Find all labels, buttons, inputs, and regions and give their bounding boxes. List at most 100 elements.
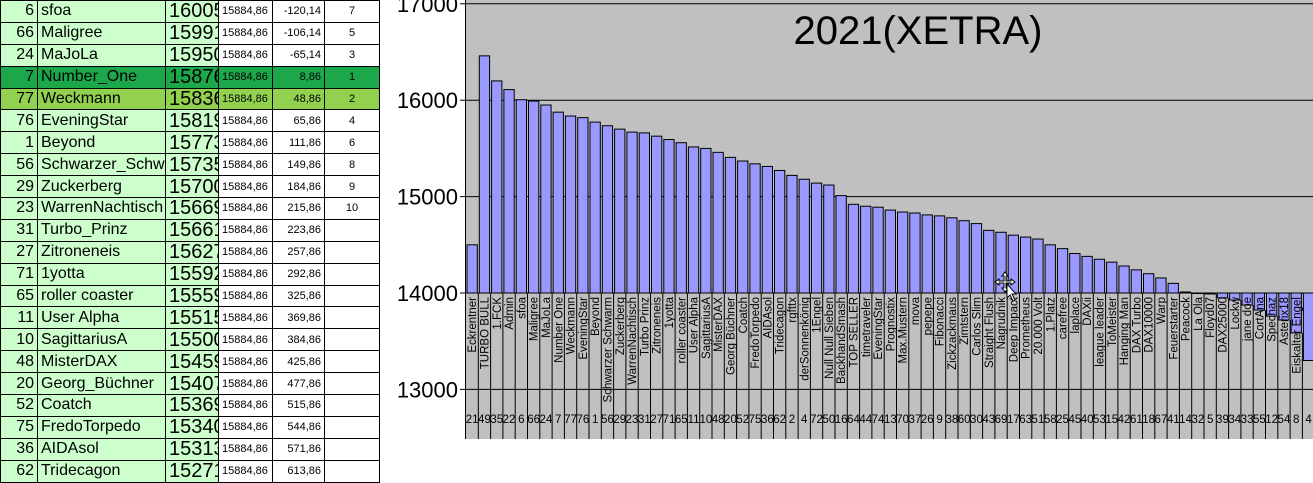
- row-index-cell[interactable]: 65: [1, 285, 38, 307]
- row-index-cell[interactable]: 36: [1, 438, 38, 460]
- forecast-value-cell[interactable]: 15407: [166, 373, 219, 395]
- reference-value-cell[interactable]: 15884,86: [219, 416, 273, 438]
- reference-value-cell[interactable]: 15884,86: [219, 44, 273, 66]
- row-index-cell[interactable]: 1: [1, 132, 38, 154]
- difference-cell[interactable]: 8,86: [273, 66, 325, 88]
- player-name-cell[interactable]: Maligree: [38, 22, 166, 44]
- player-name-cell[interactable]: roller coaster: [38, 285, 166, 307]
- rank-cell[interactable]: 10: [325, 198, 380, 220]
- rank-cell[interactable]: 3: [325, 44, 380, 66]
- row-index-cell[interactable]: 71: [1, 263, 38, 285]
- reference-value-cell[interactable]: 15884,86: [219, 307, 273, 329]
- reference-value-cell[interactable]: 15884,86: [219, 154, 273, 176]
- player-name-cell[interactable]: Number_One: [38, 66, 166, 88]
- difference-cell[interactable]: 384,86: [273, 329, 325, 351]
- player-name-cell[interactable]: MisterDAX: [38, 351, 166, 373]
- forecast-value-cell[interactable]: 15500: [166, 329, 219, 351]
- player-name-cell[interactable]: Tridecagon: [38, 460, 166, 482]
- forecast-value-cell[interactable]: 15592: [166, 263, 219, 285]
- forecast-value-cell[interactable]: 15340: [166, 416, 219, 438]
- forecast-value-cell[interactable]: 15669: [166, 198, 219, 220]
- player-name-cell[interactable]: sfoa: [38, 1, 166, 23]
- reference-value-cell[interactable]: 15884,86: [219, 263, 273, 285]
- rank-cell[interactable]: [325, 460, 380, 482]
- reference-value-cell[interactable]: 15884,86: [219, 22, 273, 44]
- reference-value-cell[interactable]: 15884,86: [219, 373, 273, 395]
- rank-cell[interactable]: 1: [325, 66, 380, 88]
- reference-value-cell[interactable]: 15884,86: [219, 241, 273, 263]
- difference-cell[interactable]: 425,86: [273, 351, 325, 373]
- row-index-cell[interactable]: 29: [1, 176, 38, 198]
- difference-cell[interactable]: -65,14: [273, 44, 325, 66]
- forecast-value-cell[interactable]: 15700: [166, 176, 219, 198]
- difference-cell[interactable]: 515,86: [273, 395, 325, 417]
- row-index-cell[interactable]: 76: [1, 110, 38, 132]
- forecast-value-cell[interactable]: 15559: [166, 285, 219, 307]
- difference-cell[interactable]: -120,14: [273, 1, 325, 23]
- difference-cell[interactable]: 544,86: [273, 416, 325, 438]
- rank-cell[interactable]: [325, 395, 380, 417]
- rank-cell[interactable]: 9: [325, 176, 380, 198]
- difference-cell[interactable]: 477,86: [273, 373, 325, 395]
- reference-value-cell[interactable]: 15884,86: [219, 88, 273, 110]
- player-name-cell[interactable]: Coatch: [38, 395, 166, 417]
- reference-value-cell[interactable]: 15884,86: [219, 132, 273, 154]
- rank-cell[interactable]: [325, 373, 380, 395]
- reference-value-cell[interactable]: 15884,86: [219, 1, 273, 23]
- row-index-cell[interactable]: 77: [1, 88, 38, 110]
- forecast-value-cell[interactable]: 15313: [166, 438, 219, 460]
- player-name-cell[interactable]: FredoTorpedo: [38, 416, 166, 438]
- difference-cell[interactable]: 149,86: [273, 154, 325, 176]
- difference-cell[interactable]: 257,86: [273, 241, 325, 263]
- rank-cell[interactable]: 4: [325, 110, 380, 132]
- difference-cell[interactable]: 215,86: [273, 198, 325, 220]
- row-index-cell[interactable]: 52: [1, 395, 38, 417]
- difference-cell[interactable]: 223,86: [273, 219, 325, 241]
- difference-cell[interactable]: 369,86: [273, 307, 325, 329]
- difference-cell[interactable]: 184,86: [273, 176, 325, 198]
- forecast-value-cell[interactable]: 15459: [166, 351, 219, 373]
- row-index-cell[interactable]: 20: [1, 373, 38, 395]
- forecast-value-cell[interactable]: 15735: [166, 154, 219, 176]
- reference-value-cell[interactable]: 15884,86: [219, 285, 273, 307]
- rank-cell[interactable]: 7: [325, 1, 380, 23]
- rank-cell[interactable]: [325, 351, 380, 373]
- player-name-cell[interactable]: Georg_Büchner: [38, 373, 166, 395]
- rank-cell[interactable]: 8: [325, 154, 380, 176]
- rank-cell[interactable]: 6: [325, 132, 380, 154]
- player-name-cell[interactable]: MaJoLa: [38, 44, 166, 66]
- forecast-value-cell[interactable]: 15876: [166, 66, 219, 88]
- rank-cell[interactable]: [325, 263, 380, 285]
- forecast-value-cell[interactable]: 15836: [166, 88, 219, 110]
- player-name-cell[interactable]: Zitroneneis: [38, 241, 166, 263]
- row-index-cell[interactable]: 6: [1, 1, 38, 23]
- player-name-cell[interactable]: 1yotta: [38, 263, 166, 285]
- forecast-value-cell[interactable]: 16005: [166, 1, 219, 23]
- rank-cell[interactable]: [325, 438, 380, 460]
- rank-cell[interactable]: 2: [325, 88, 380, 110]
- row-index-cell[interactable]: 75: [1, 416, 38, 438]
- forecast-value-cell[interactable]: 15950: [166, 44, 219, 66]
- player-name-cell[interactable]: Turbo_Prinz: [38, 219, 166, 241]
- rank-cell[interactable]: [325, 329, 380, 351]
- difference-cell[interactable]: -106,14: [273, 22, 325, 44]
- reference-value-cell[interactable]: 15884,86: [219, 66, 273, 88]
- player-name-cell[interactable]: AIDAsol: [38, 438, 166, 460]
- reference-value-cell[interactable]: 15884,86: [219, 329, 273, 351]
- row-index-cell[interactable]: 66: [1, 22, 38, 44]
- rank-cell[interactable]: [325, 285, 380, 307]
- rank-cell[interactable]: [325, 416, 380, 438]
- forecast-value-cell[interactable]: 15515: [166, 307, 219, 329]
- player-name-cell[interactable]: Weckmann: [38, 88, 166, 110]
- row-index-cell[interactable]: 24: [1, 44, 38, 66]
- difference-cell[interactable]: 571,86: [273, 438, 325, 460]
- difference-cell[interactable]: 292,86: [273, 263, 325, 285]
- difference-cell[interactable]: 613,86: [273, 460, 325, 482]
- reference-value-cell[interactable]: 15884,86: [219, 198, 273, 220]
- forecast-value-cell[interactable]: 15369: [166, 395, 219, 417]
- row-index-cell[interactable]: 23: [1, 198, 38, 220]
- reference-value-cell[interactable]: 15884,86: [219, 351, 273, 373]
- player-name-cell[interactable]: WarrenNachtisch: [38, 198, 166, 220]
- forecast-value-cell[interactable]: 15773: [166, 132, 219, 154]
